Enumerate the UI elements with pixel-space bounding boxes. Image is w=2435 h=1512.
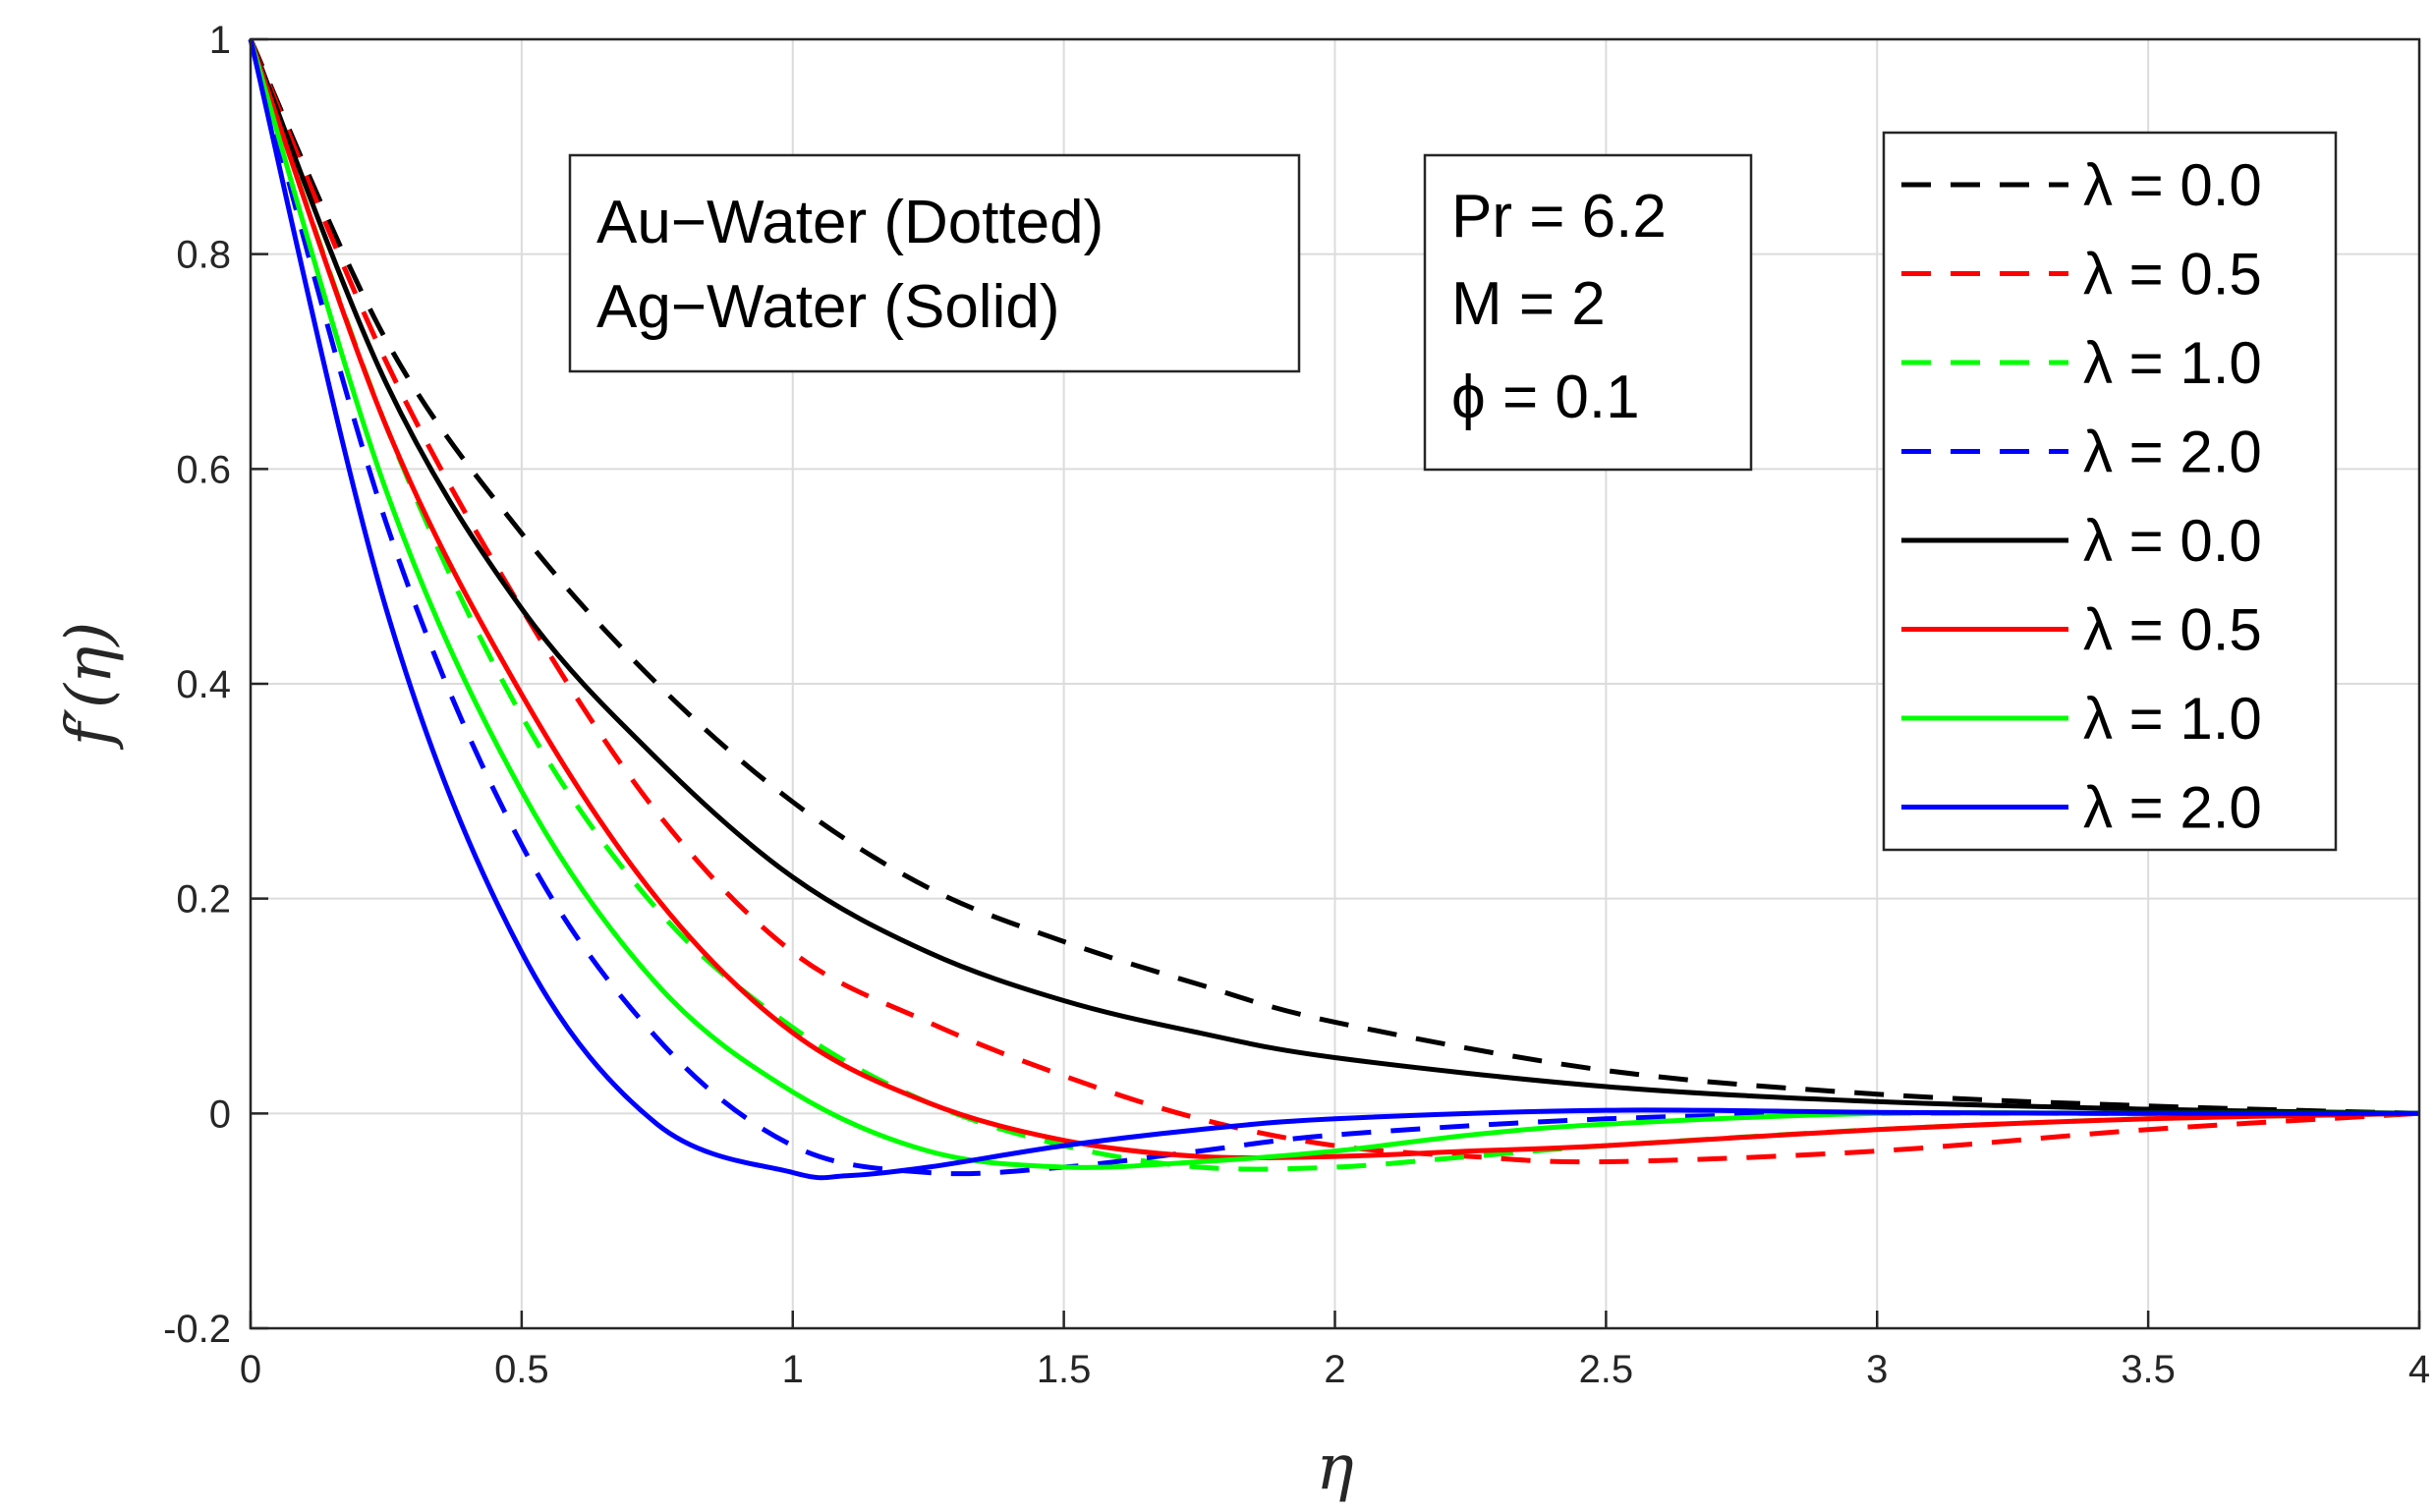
y-tick-label: 0.8 bbox=[176, 234, 231, 277]
legend-frame bbox=[1882, 131, 2338, 852]
y-axis-label: f′(η) bbox=[53, 622, 126, 751]
legend-label: λ = 0.5 bbox=[2083, 597, 2262, 663]
parameter-annotation-line: ϕ = 0.1 bbox=[1451, 364, 1640, 431]
series-line-dashed bbox=[248, 37, 2420, 1116]
y-tick-label: 0.2 bbox=[176, 878, 231, 922]
fluid-annotation-frame bbox=[568, 153, 1301, 373]
fluid-annotation-line: Au−Water (Dotted) bbox=[596, 189, 1104, 256]
legend: λ = 0.0 λ = 0.5 λ = 1.0 λ = 2.0 λ = 0.0 λ = 0… bbox=[1882, 131, 2338, 852]
series-group bbox=[248, 37, 2420, 1181]
legend-label: λ = 0.5 bbox=[2083, 242, 2262, 308]
x-tick-label: 1.5 bbox=[1037, 1348, 1092, 1391]
legend-label: λ = 2.0 bbox=[2083, 420, 2262, 485]
parameter-annotation-line: M = 2 bbox=[1451, 270, 1606, 338]
series-line-solid bbox=[248, 38, 2420, 1181]
legend-label: λ = 0.0 bbox=[2083, 152, 2262, 218]
y-tick-label: 0.4 bbox=[176, 663, 231, 706]
parameter-annotation-line: Pr = 6.2 bbox=[1451, 183, 1667, 251]
axis-ticks: 0 0.5 1 1.5 2 2.5 3 3.5 4-0.200.20.40.60.81 bbox=[163, 19, 2430, 1391]
y-tick-label: -0.2 bbox=[163, 1308, 231, 1351]
y-tick-label: 1 bbox=[209, 19, 231, 62]
x-tick-label: 3 bbox=[1866, 1348, 1888, 1391]
x-tick-label: 2 bbox=[1324, 1348, 1345, 1391]
legend-label: λ = 2.0 bbox=[2083, 775, 2262, 841]
series-line-solid bbox=[248, 38, 2420, 1116]
x-tick-label: 2.5 bbox=[1579, 1348, 1634, 1391]
series-line-solid bbox=[248, 38, 2420, 1161]
x-tick-label: 0 bbox=[240, 1348, 261, 1391]
y-tick-label: 0.6 bbox=[176, 448, 231, 491]
x-tick-label: 4 bbox=[2408, 1348, 2430, 1391]
parameter-annotation-frame bbox=[1423, 153, 1753, 472]
x-tick-label: 0.5 bbox=[494, 1348, 549, 1391]
legend-label: λ = 1.0 bbox=[2083, 330, 2262, 396]
parameter-annotation-box: Pr = 6.2 M = 2 ϕ = 0.1 bbox=[1423, 153, 1753, 472]
x-tick-label: 1 bbox=[782, 1348, 804, 1391]
fluid-annotation-line: Ag−Water (Solid) bbox=[596, 273, 1059, 341]
y-tick-label: 0 bbox=[209, 1092, 231, 1136]
x-axis-label: η bbox=[1316, 1431, 1353, 1504]
series-line-dashed bbox=[248, 38, 2420, 1165]
legend-label: λ = 1.0 bbox=[2083, 686, 2262, 752]
legend-label: λ = 0.0 bbox=[2083, 508, 2262, 574]
fluid-annotation-box: Au−Water (Dotted) Ag−Water (Solid) bbox=[568, 153, 1301, 373]
x-tick-label: 3.5 bbox=[2121, 1348, 2176, 1391]
